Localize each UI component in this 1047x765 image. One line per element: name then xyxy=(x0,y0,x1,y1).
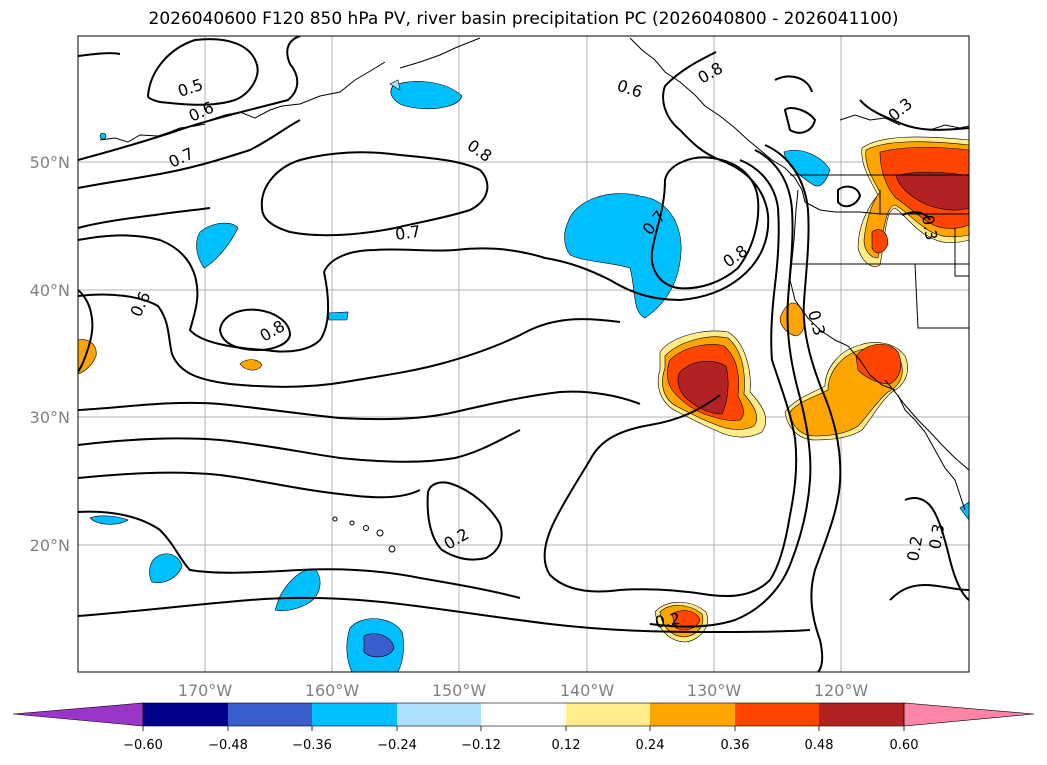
map-frame xyxy=(77,35,970,673)
lon-tick-label: 130°W xyxy=(687,681,742,700)
colorbar: −0.60 −0.48 −0.36 −0.24 −0.12 0.12 0.24 … xyxy=(12,702,1035,753)
colorbar-tick: 0.12 xyxy=(552,738,581,753)
colorbar-tick: −0.48 xyxy=(208,738,248,753)
contour-label: 0.7 xyxy=(394,222,422,244)
colorbar-segment xyxy=(312,703,397,726)
contour-label: 0.3 xyxy=(925,522,948,550)
colorbar-segment xyxy=(819,703,904,726)
lon-tick-label: 140°W xyxy=(560,681,615,700)
colorbar-extend-min xyxy=(12,702,144,727)
contour-label: 0.2 xyxy=(903,534,926,562)
lat-tick-label: 40°N xyxy=(30,281,70,300)
negative-precip-shading xyxy=(89,79,969,672)
colorbar-segment xyxy=(397,703,481,726)
colorbar-segment xyxy=(650,703,735,726)
pv-contours xyxy=(78,36,969,672)
lon-tick-label: 150°W xyxy=(432,681,487,700)
colorbar-tick: 0.48 xyxy=(805,738,834,753)
lon-axis: 170°W 160°W 150°W 140°W 130°W 120°W xyxy=(178,681,869,700)
lat-tick-label: 20°N xyxy=(30,536,70,555)
lat-tick-label: 30°N xyxy=(30,408,70,427)
colorbar-segment xyxy=(566,703,650,726)
colorbar-extend-max xyxy=(903,702,1035,727)
map-title: 2026040600 F120 850 hPa PV, river basin … xyxy=(148,9,899,29)
colorbar-tick: −0.12 xyxy=(461,738,501,753)
coastlines xyxy=(99,37,969,553)
lat-axis: 50°N 40°N 30°N 20°N xyxy=(30,153,70,555)
colorbar-segment xyxy=(735,703,819,726)
lon-tick-label: 160°W xyxy=(305,681,360,700)
map-area: 0.5 0.6 0.7 0.8 0.7 0.6 0.8 0.8 0.6 0.7 … xyxy=(78,36,969,672)
contour-label: 0.2 xyxy=(653,609,681,632)
positive-precip-shading xyxy=(78,136,969,643)
colorbar-tick: 0.36 xyxy=(721,738,750,753)
colorbar-tick: 0.60 xyxy=(890,738,919,753)
colorbar-segment xyxy=(481,703,566,726)
colorbar-segment xyxy=(143,703,228,726)
colorbar-tick: 0.24 xyxy=(636,738,665,753)
colorbar-segment xyxy=(228,703,312,726)
lon-tick-label: 170°W xyxy=(178,681,233,700)
colorbar-tick: −0.24 xyxy=(377,738,417,753)
lat-tick-label: 50°N xyxy=(30,153,70,172)
contour-label: 0.3 xyxy=(918,213,941,241)
colorbar-tick: −0.36 xyxy=(292,738,332,753)
colorbar-tick: −0.60 xyxy=(123,738,163,753)
lon-tick-label: 120°W xyxy=(814,681,869,700)
